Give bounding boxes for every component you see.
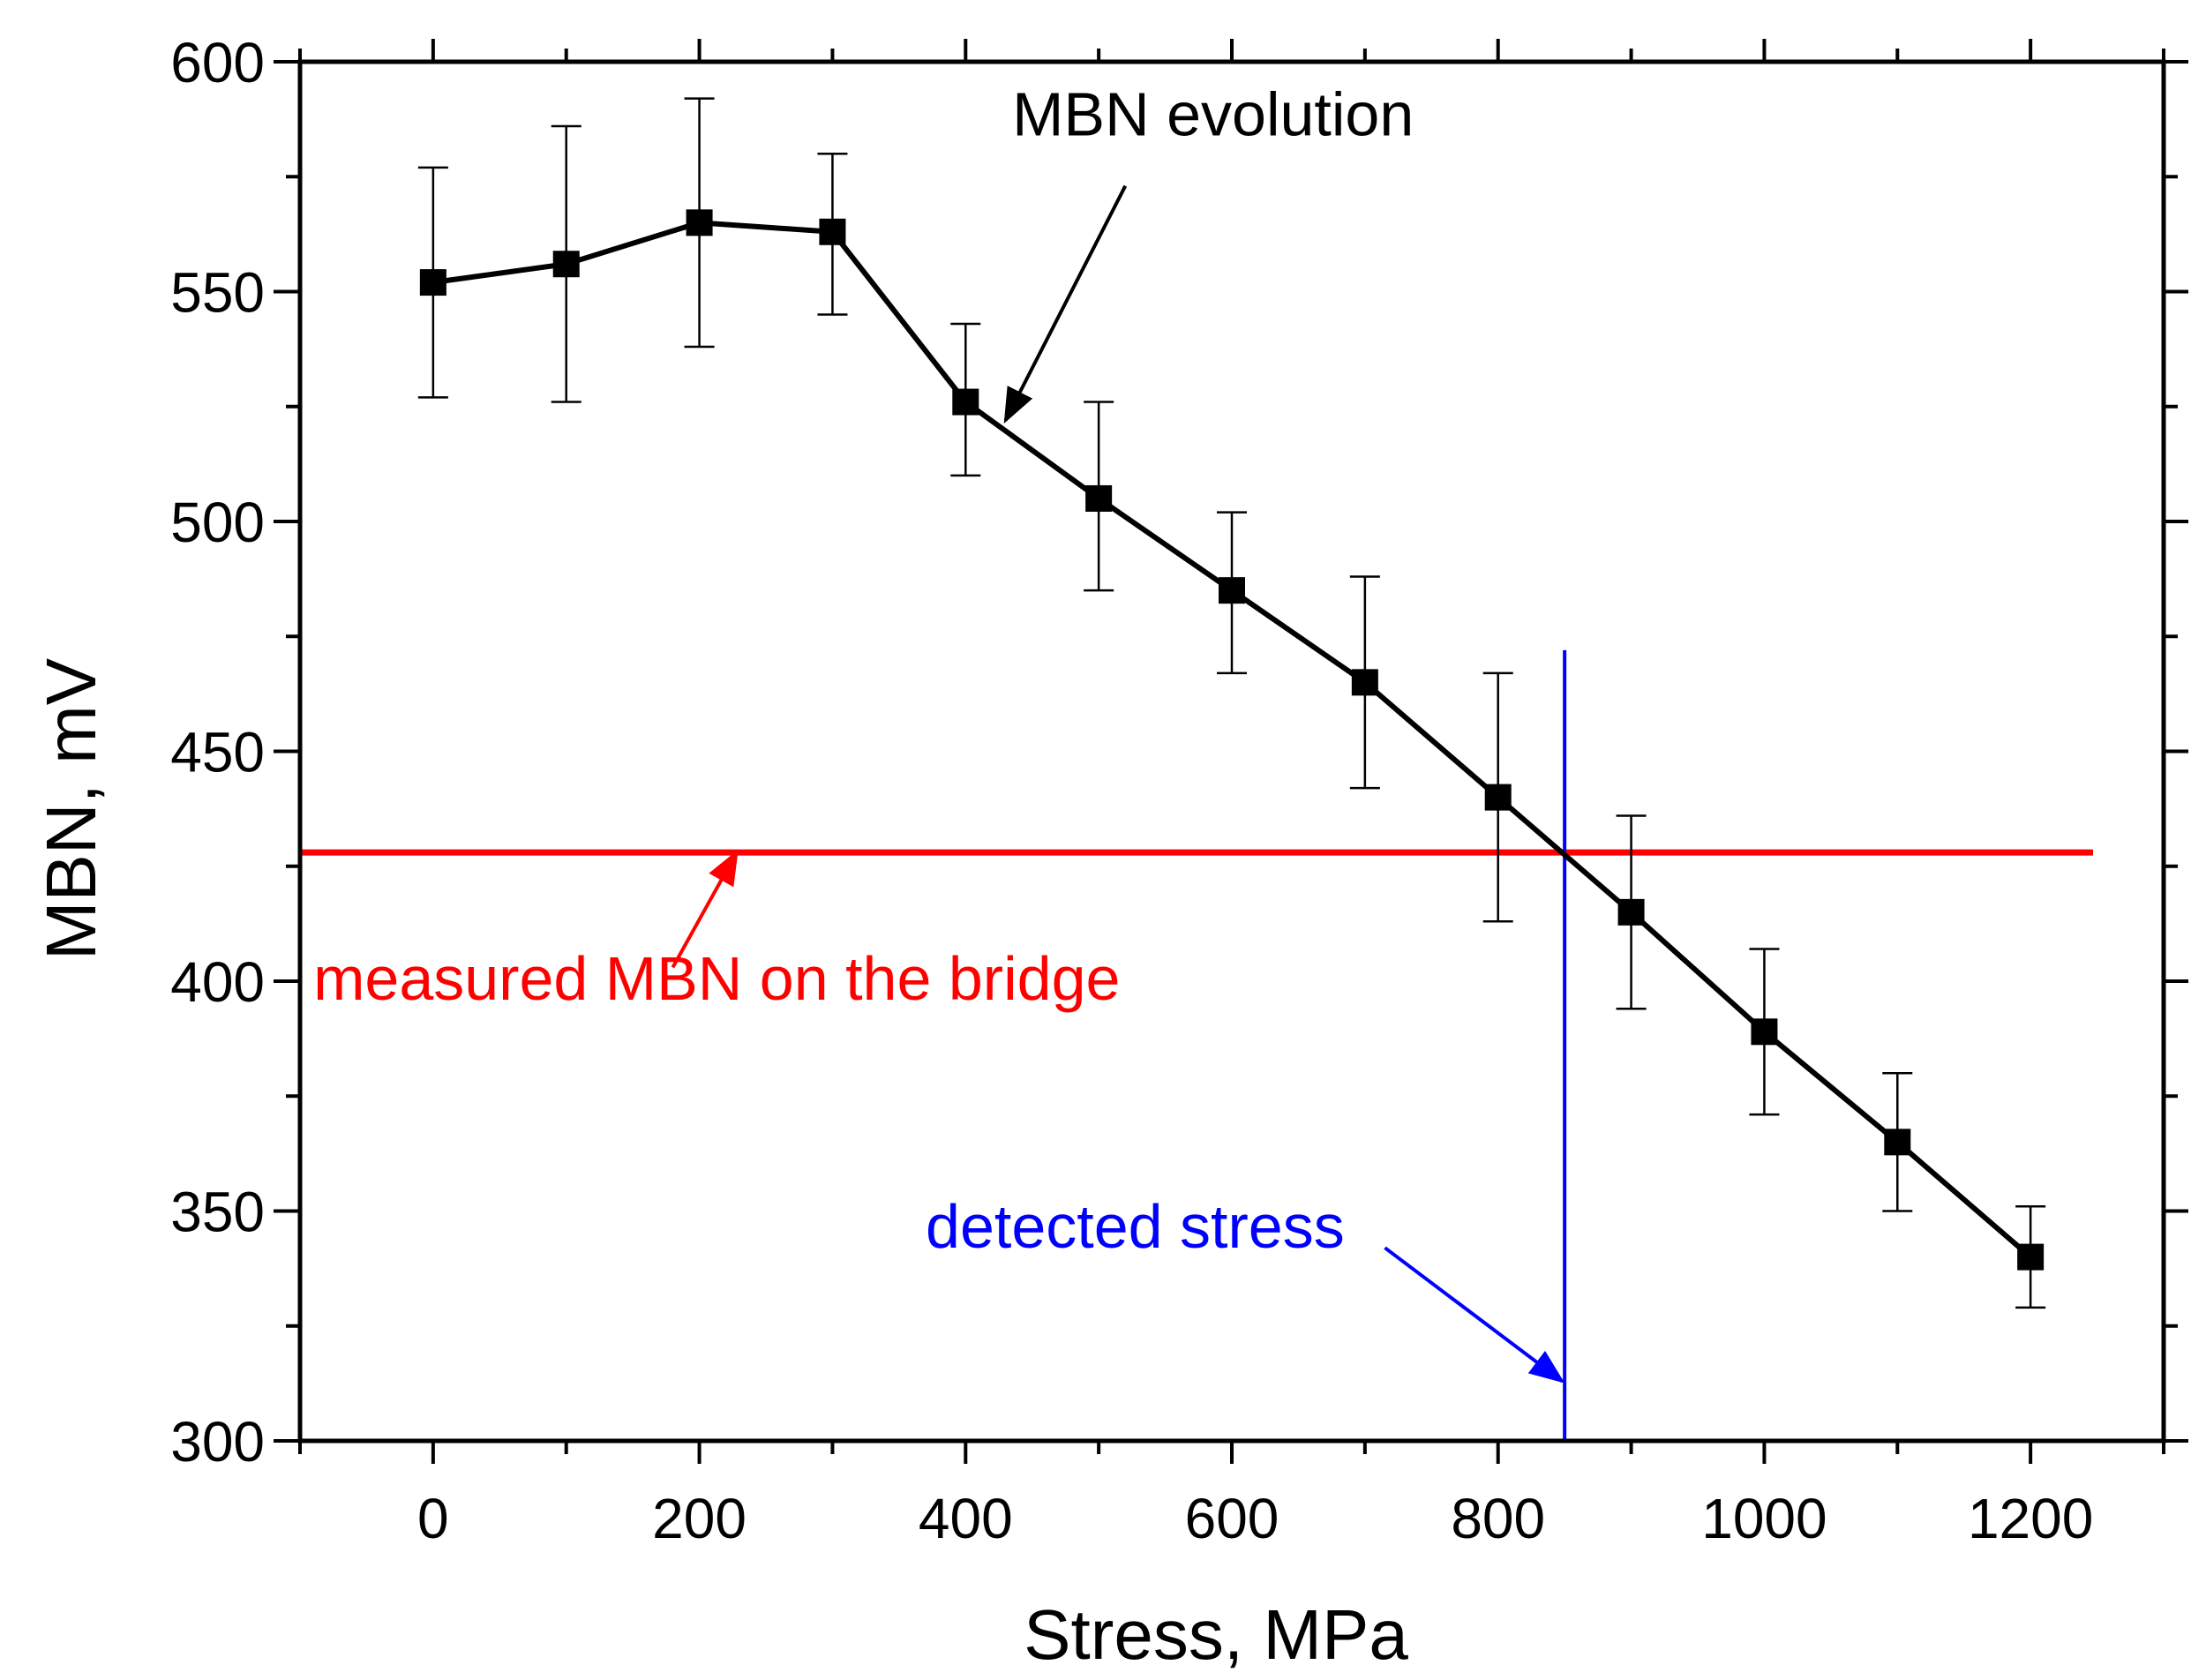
data-point — [1884, 1129, 1911, 1156]
annotation-label: MBN evolution — [1012, 79, 1414, 148]
data-point — [819, 218, 846, 245]
annotation-arrow — [671, 849, 739, 969]
series-group — [417, 97, 2046, 1309]
data-point — [1484, 784, 1512, 811]
x-tick-label: 1000 — [1701, 1487, 1827, 1550]
y-tick-label: 450 — [170, 721, 265, 784]
annotations: MBN evolution measured MBN on the bridge d… — [313, 79, 1565, 1384]
data-point — [1085, 484, 1113, 512]
y-tick-label: 400 — [170, 950, 265, 1014]
axes: 0 200 400 600 800 1000 1200 300 350 400 450 500 550 6… — [170, 31, 2188, 1550]
data-point — [952, 388, 979, 416]
y-tick-label: 500 — [170, 491, 265, 554]
data-point — [552, 251, 580, 278]
y-tick-label: 300 — [170, 1410, 265, 1474]
x-tick-label: 800 — [1451, 1487, 1545, 1550]
annotation-label: detected stress — [926, 1192, 1345, 1261]
x-axis-title: Stress, MPa — [1024, 1595, 1408, 1674]
y-tick-label: 350 — [170, 1181, 265, 1244]
y-tick-label: 550 — [170, 261, 265, 325]
annotation-arrow — [1384, 1246, 1565, 1384]
data-point — [686, 209, 713, 236]
reference-lines — [300, 649, 2093, 1441]
annotation-arrow — [1003, 184, 1128, 424]
x-tick-label: 600 — [1185, 1487, 1279, 1550]
data-point — [1751, 1018, 1778, 1046]
data-point — [2017, 1243, 2045, 1271]
data-point — [419, 269, 446, 296]
data-point — [1617, 898, 1645, 926]
x-tick-label: 400 — [919, 1487, 1013, 1550]
y-axis-title: MBN, mV — [32, 657, 110, 960]
y-tick-label: 600 — [170, 31, 265, 94]
x-tick-label: 200 — [652, 1487, 747, 1550]
x-tick-label: 0 — [417, 1487, 449, 1550]
x-tick-label: 1200 — [1968, 1487, 2093, 1550]
annotation-label: measured MBN on the bridge — [313, 944, 1120, 1013]
data-point — [1351, 669, 1378, 696]
series-line — [432, 220, 2033, 1259]
data-point — [1219, 577, 1245, 604]
